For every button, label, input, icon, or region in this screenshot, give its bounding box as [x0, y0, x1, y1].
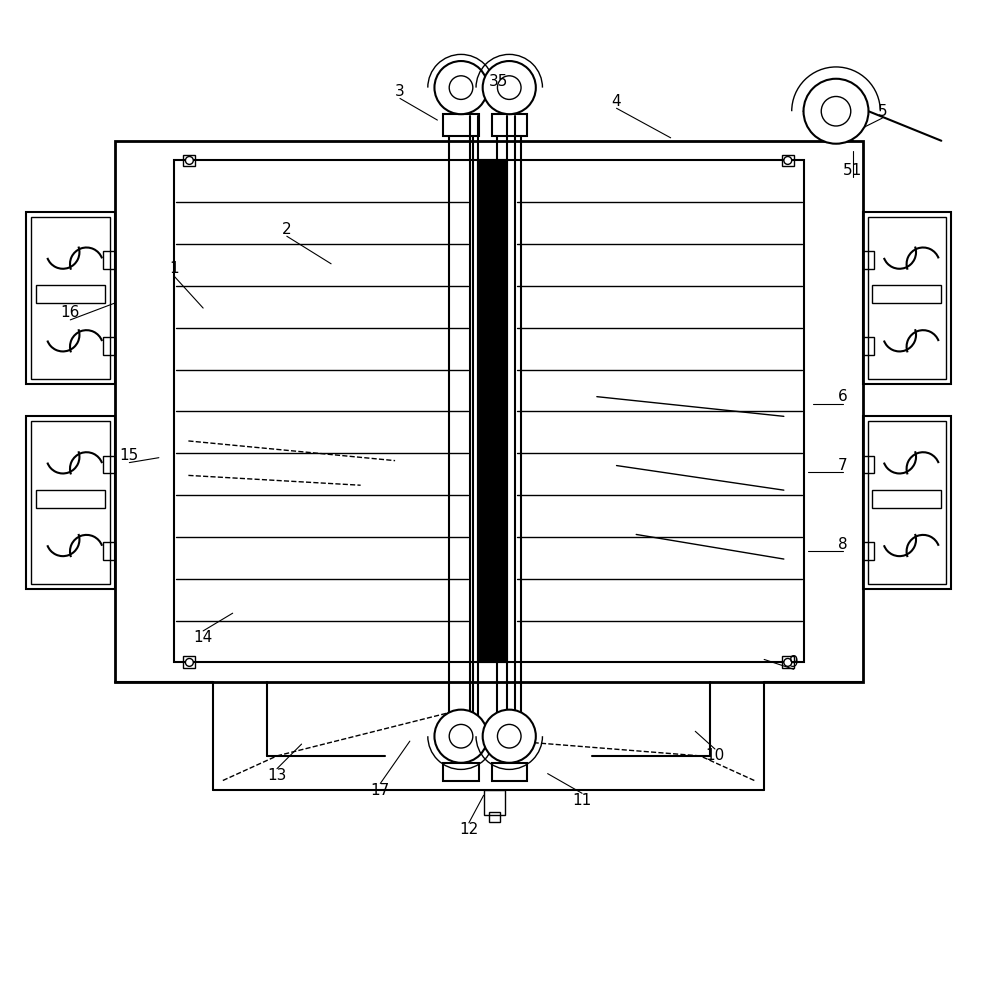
- Bar: [103, 337, 114, 355]
- Text: 2: 2: [282, 222, 291, 237]
- Bar: [477, 160, 507, 662]
- Bar: [862, 456, 874, 473]
- Bar: [781, 656, 793, 668]
- Bar: [862, 212, 951, 384]
- Text: 51: 51: [842, 163, 862, 178]
- Bar: [103, 456, 114, 473]
- Bar: [26, 416, 114, 589]
- Text: 14: 14: [193, 630, 213, 645]
- Text: 7: 7: [837, 458, 847, 473]
- Text: 35: 35: [488, 74, 508, 89]
- Text: 8: 8: [837, 537, 847, 552]
- Bar: [443, 114, 478, 136]
- Bar: [103, 542, 114, 560]
- Circle shape: [482, 61, 535, 114]
- Bar: [862, 251, 874, 269]
- Circle shape: [783, 658, 791, 666]
- Text: 6: 6: [837, 389, 847, 404]
- Bar: [867, 421, 946, 584]
- Bar: [872, 490, 941, 508]
- Bar: [35, 490, 105, 508]
- Bar: [491, 763, 527, 781]
- Bar: [183, 155, 195, 166]
- Circle shape: [497, 724, 521, 748]
- Text: 9: 9: [788, 655, 798, 670]
- Circle shape: [185, 157, 193, 164]
- Text: 3: 3: [394, 84, 404, 99]
- Circle shape: [185, 658, 193, 666]
- Text: 10: 10: [705, 748, 724, 763]
- Circle shape: [783, 157, 791, 164]
- Bar: [31, 217, 109, 379]
- Circle shape: [449, 76, 472, 99]
- Text: 15: 15: [119, 448, 139, 463]
- Text: 11: 11: [572, 793, 591, 808]
- Bar: [862, 337, 874, 355]
- Text: 4: 4: [611, 94, 621, 109]
- Circle shape: [434, 710, 487, 763]
- Circle shape: [803, 79, 868, 144]
- Circle shape: [820, 96, 850, 126]
- Circle shape: [482, 710, 535, 763]
- Bar: [443, 763, 478, 781]
- Circle shape: [497, 76, 521, 99]
- Text: 16: 16: [60, 305, 80, 320]
- Bar: [183, 656, 195, 668]
- Bar: [31, 421, 109, 584]
- Bar: [114, 141, 862, 682]
- Bar: [867, 217, 946, 379]
- Bar: [872, 285, 941, 303]
- Bar: [174, 160, 803, 662]
- Bar: [781, 155, 793, 166]
- Bar: [862, 416, 951, 589]
- Circle shape: [449, 724, 472, 748]
- Bar: [491, 114, 527, 136]
- Text: 1: 1: [169, 261, 178, 276]
- Text: 17: 17: [371, 783, 389, 798]
- Bar: [483, 790, 505, 815]
- Bar: [103, 251, 114, 269]
- Bar: [862, 542, 874, 560]
- Bar: [35, 285, 105, 303]
- Bar: [26, 212, 114, 384]
- Text: 12: 12: [458, 822, 478, 837]
- Text: 13: 13: [267, 768, 286, 783]
- Circle shape: [434, 61, 487, 114]
- Text: 5: 5: [877, 104, 886, 119]
- Bar: [488, 812, 500, 822]
